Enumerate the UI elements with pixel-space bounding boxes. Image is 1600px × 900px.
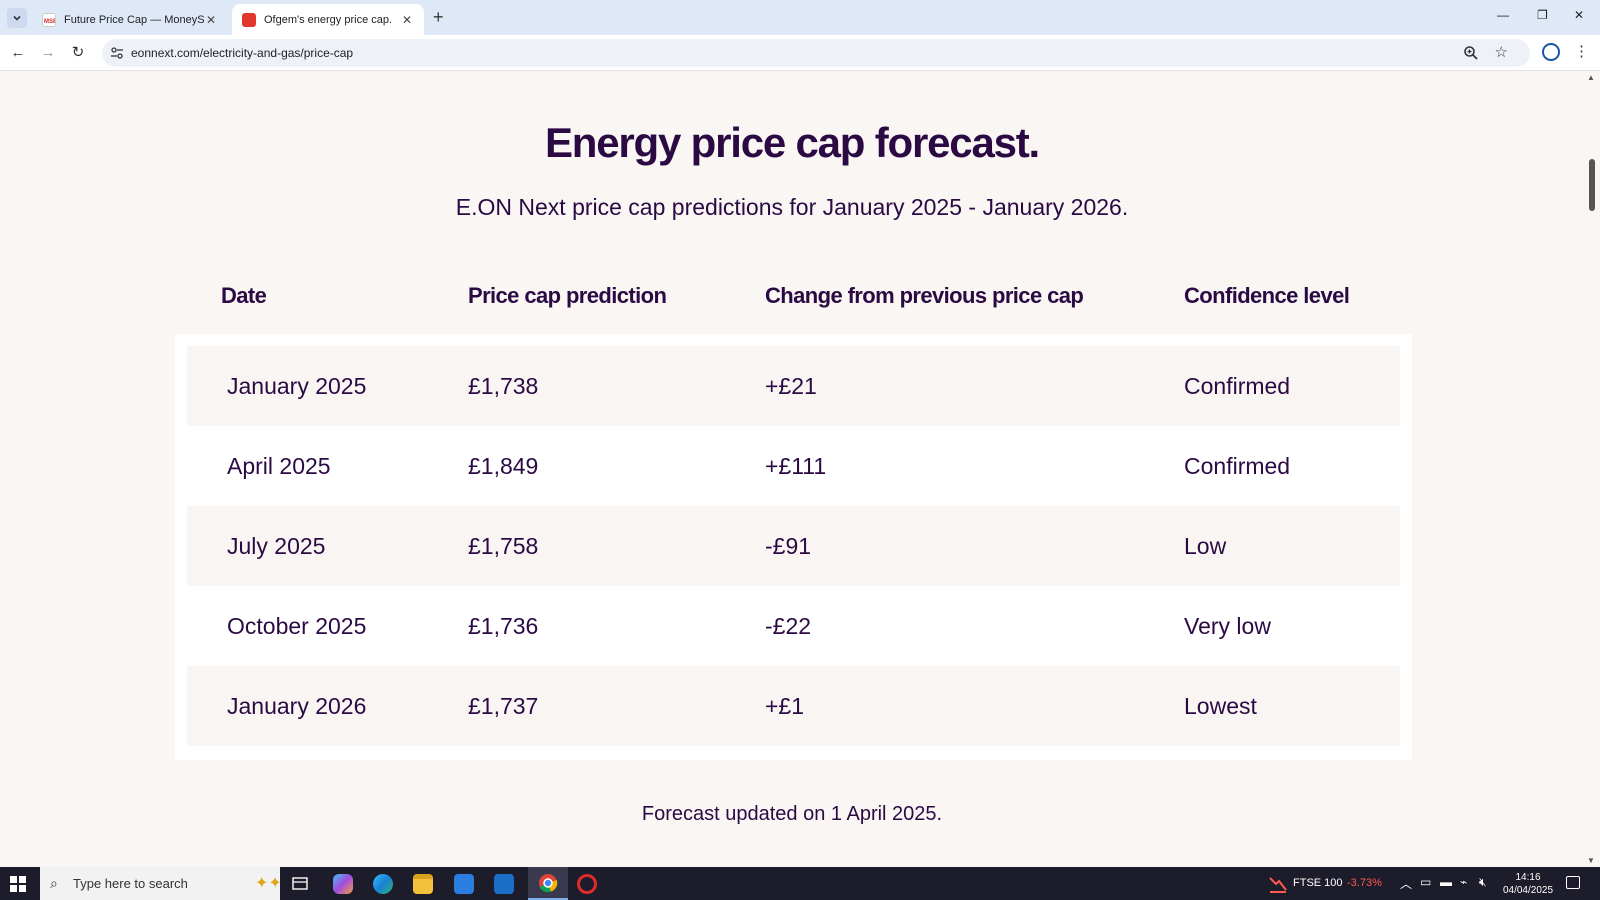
table-row: April 2025 £1,849 +£111 Confirmed: [187, 426, 1400, 506]
change-cell: +£1: [765, 693, 805, 719]
svg-text:MSE: MSE: [44, 19, 55, 25]
outlook-icon[interactable]: [494, 874, 514, 894]
price-cell: £1,737: [468, 693, 539, 719]
table-row: January 2025 £1,738 +£21 Confirmed: [187, 346, 1400, 426]
volume-muted-icon[interactable]: 🔇︎: [1479, 875, 1487, 889]
column-header-price: Price cap prediction: [468, 283, 667, 308]
change-cell: +£111: [765, 453, 827, 479]
page-subtitle: E.ON Next price cap predictions for Janu…: [455, 194, 1129, 220]
site-info-icon[interactable]: [110, 46, 124, 60]
scrollbar-thumb[interactable]: [1589, 159, 1595, 211]
confidence-cell: Confirmed: [1184, 373, 1291, 399]
system-clock[interactable]: 14:16 04/04/2025: [1498, 871, 1558, 897]
confidence-cell: Very low: [1184, 613, 1271, 639]
page-viewport: Energy price cap forecast. E.ON Next pri…: [0, 71, 1584, 867]
show-hidden-icons-chevron-icon[interactable]: ︿: [1400, 877, 1413, 891]
bookmark-star-icon[interactable]: ☆: [1494, 44, 1508, 61]
forecast-updated-note: Forecast updated on 1 April 2025.: [641, 803, 943, 825]
price-cell: £1,758: [468, 533, 539, 559]
tab-eon-next[interactable]: Ofgem's energy price cap. ✕: [232, 4, 424, 35]
table-row: July 2025 £1,758 -£91 Low: [187, 506, 1400, 586]
windows-taskbar: ⌕ Type here to search ✦✦ FTSE 100 -3.73%…: [0, 867, 1600, 900]
search-placeholder: Type here to search: [73, 876, 188, 891]
chrome-taskbar-button[interactable]: [528, 867, 568, 900]
chrome-icon: [539, 874, 558, 893]
windows-start-icon[interactable]: [10, 876, 26, 892]
back-arrow-icon[interactable]: ←: [10, 44, 26, 61]
opera-icon[interactable]: [577, 874, 597, 894]
scroll-up-arrow-icon[interactable]: ▲: [1587, 73, 1595, 82]
date-cell: January 2026: [227, 693, 367, 719]
change-cell: -£91: [765, 533, 812, 559]
tab-label: Ofgem's energy price cap.: [264, 13, 393, 26]
notifications-icon[interactable]: [1566, 876, 1580, 889]
zoom-icon[interactable]: [1462, 44, 1480, 62]
tab-moneysavingexpert[interactable]: MSE Future Price Cap — MoneySavi ✕: [32, 4, 228, 35]
close-tab-icon[interactable]: ✕: [401, 12, 413, 27]
column-header-change: Change from previous price cap: [765, 283, 1084, 308]
task-view-icon[interactable]: [290, 874, 310, 894]
page-title: Energy price cap forecast.: [544, 119, 1040, 166]
page-scrollbar[interactable]: ▲ ▼: [1584, 71, 1600, 867]
ftse-change[interactable]: -3.73%: [1347, 877, 1382, 889]
minimize-icon[interactable]: —: [1497, 8, 1509, 22]
confidence-cell: Lowest: [1184, 693, 1257, 719]
battery-icon[interactable]: ▬: [1440, 875, 1452, 889]
profile-icon[interactable]: [1542, 43, 1560, 61]
eon-next-favicon-icon: [242, 12, 256, 27]
stock-chart-down-icon: [1269, 877, 1287, 893]
address-bar[interactable]: eonnext.com/electricity-and-gas/price-ca…: [102, 39, 1530, 67]
clock-time: 14:16: [1515, 872, 1541, 883]
price-cell: £1,736: [468, 613, 539, 639]
date-cell: July 2025: [227, 533, 326, 559]
price-cap-table: January 2025 £1,738 +£21 Confirmed April…: [175, 334, 1412, 760]
change-cell: +£21: [765, 373, 817, 399]
forward-arrow-icon[interactable]: →: [40, 44, 56, 61]
column-header-date: Date: [221, 283, 267, 308]
chevron-down-icon: [13, 15, 21, 21]
file-explorer-icon[interactable]: [413, 874, 433, 894]
clock-date: 04/04/2025: [1502, 885, 1554, 896]
column-header-confidence: Confidence level: [1184, 283, 1350, 308]
edge-browser-icon[interactable]: [373, 874, 393, 894]
tab-label: Future Price Cap — MoneySavi: [64, 13, 204, 26]
change-cell: -£22: [765, 613, 812, 639]
moneysavingexpert-favicon-icon: MSE: [42, 12, 57, 27]
restore-icon[interactable]: ❐: [1537, 8, 1548, 22]
sparkle-icon: ✦✦: [255, 875, 282, 892]
network-icon[interactable]: ⌁: [1460, 875, 1468, 889]
ftse-label[interactable]: FTSE 100: [1293, 877, 1343, 889]
search-icon: ⌕: [50, 875, 58, 891]
confidence-cell: Low: [1184, 533, 1227, 559]
table-row: January 2026 £1,737 +£1 Lowest: [187, 666, 1400, 746]
menu-kebab-icon[interactable]: ⋮: [1574, 43, 1589, 60]
reload-icon[interactable]: ↻: [71, 44, 85, 61]
price-cell: £1,738: [468, 373, 539, 399]
date-cell: October 2025: [227, 613, 367, 639]
date-cell: April 2025: [227, 453, 331, 479]
date-cell: January 2025: [227, 373, 367, 399]
copilot-icon[interactable]: [333, 874, 353, 894]
microsoft-store-icon[interactable]: [454, 874, 474, 894]
scroll-down-arrow-icon[interactable]: ▼: [1587, 856, 1595, 865]
meet-now-icon[interactable]: ▭: [1420, 875, 1432, 889]
close-window-icon[interactable]: ✕: [1574, 8, 1585, 22]
tab-search-button[interactable]: [7, 8, 27, 28]
price-cell: £1,849: [468, 453, 539, 479]
taskbar-search-box[interactable]: ⌕ Type here to search ✦✦: [40, 867, 282, 900]
close-tab-icon[interactable]: ✕: [205, 12, 217, 27]
new-tab-icon[interactable]: +: [433, 7, 444, 27]
browser-toolbar: ← → ↻ eonnext.com/electricity-and-gas/pr…: [0, 35, 1600, 71]
table-row: October 2025 £1,736 -£22 Very low: [187, 586, 1400, 666]
browser-tab-bar: MSE Future Price Cap — MoneySavi ✕ Ofgem…: [0, 0, 1600, 35]
url-text: eonnext.com/electricity-and-gas/price-ca…: [131, 46, 354, 60]
confidence-cell: Confirmed: [1184, 453, 1291, 479]
